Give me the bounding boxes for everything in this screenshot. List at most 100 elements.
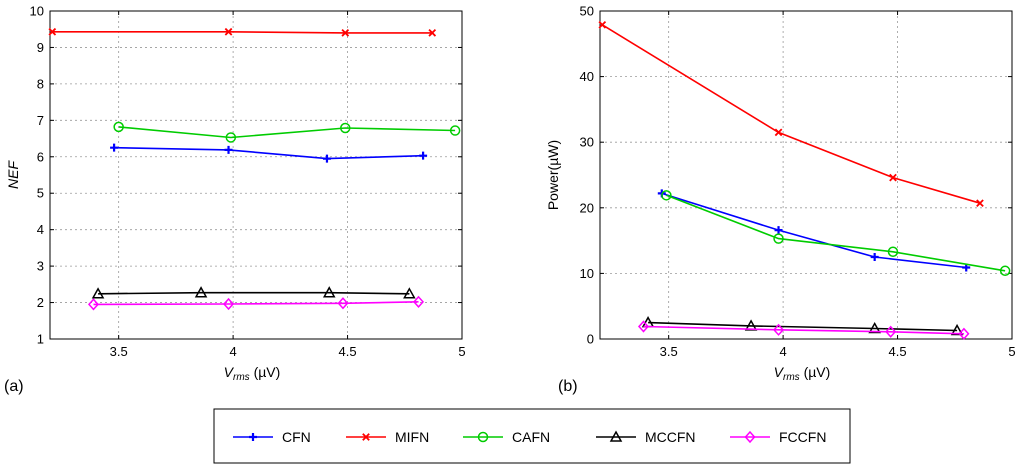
series-line-mccfn (648, 321, 958, 332)
series-fccfn (637, 320, 970, 340)
data-point-mccfn (194, 286, 208, 298)
legend-label: CFN (282, 429, 311, 445)
data-point-fccfn (413, 295, 425, 308)
legend-entry-fccfn: FCCFN (730, 429, 826, 445)
legend-entry-cfn: CFN (233, 429, 311, 445)
data-point-fccfn (223, 297, 235, 311)
y-tick-label: 40 (580, 69, 594, 84)
data-point-fccfn (885, 325, 897, 338)
y-tick-label: 20 (580, 200, 594, 215)
series-line-cfn (114, 146, 424, 160)
legend-marker (362, 433, 370, 441)
x-axis-label: Vrms (µV) (774, 364, 831, 383)
data-point-cfn (224, 145, 233, 154)
legend-label: MIFN (395, 429, 429, 445)
x-tick-label: 4 (229, 344, 236, 359)
legend-label: MCCFN (645, 429, 696, 445)
data-point-cafn (340, 122, 351, 134)
series-mifn (598, 20, 984, 208)
data-point-cafn (449, 125, 461, 136)
x-tick-label: 4.5 (339, 344, 357, 359)
data-point-fccfn (337, 297, 349, 310)
y-tick-label: 8 (37, 76, 44, 91)
y-axis-label: NEF (5, 160, 21, 189)
data-point-mccfn (91, 287, 105, 299)
series-fccfn (87, 295, 425, 311)
x-tick-label: 5 (458, 344, 465, 359)
series-mccfn (641, 316, 964, 336)
data-point-cfn (419, 151, 428, 160)
legend-marker (609, 430, 623, 442)
legend-box (213, 408, 851, 464)
x-tick-label: 3.5 (660, 344, 678, 359)
series-mccfn (91, 286, 416, 299)
legend-label: FCCFN (779, 429, 826, 445)
grid (50, 10, 463, 340)
panel-label: (b) (558, 378, 578, 395)
series-line-cafn (118, 126, 456, 139)
series-line-mifn (52, 30, 433, 34)
data-point-mifn (341, 29, 350, 37)
series-cafn (661, 190, 1011, 277)
y-tick-label: 0 (587, 332, 594, 347)
data-point-mccfn (950, 323, 964, 336)
y-tick-label: 3 (37, 259, 44, 274)
data-point-fccfn (87, 298, 99, 311)
series-cfn (110, 143, 428, 163)
series-line-mccfn (98, 291, 410, 295)
data-point-cafn (113, 121, 124, 133)
data-point-mifn (48, 27, 57, 36)
data-point-cfn (110, 143, 119, 152)
data-point-mifn (224, 27, 233, 36)
y-tick-label: 5 (37, 186, 44, 201)
data-point-mifn (976, 199, 984, 208)
data-point-cfn (774, 226, 783, 235)
data-point-fccfn (773, 323, 785, 336)
data-point-mifn (428, 29, 437, 37)
data-point-mifn (889, 173, 897, 182)
data-point-mccfn (403, 287, 416, 299)
x-tick-label: 4.5 (889, 344, 907, 359)
series-cafn (113, 121, 461, 143)
data-point-cfn (870, 253, 879, 261)
x-tick-label: 4 (779, 344, 786, 359)
data-point-cafn (225, 132, 237, 143)
y-tick-label: 2 (37, 295, 44, 310)
x-tick-label: 3.5 (110, 344, 128, 359)
series-line-cafn (666, 194, 1006, 272)
data-point-mccfn (322, 286, 336, 298)
legend-marker (477, 431, 489, 443)
data-point-cafn (773, 233, 784, 244)
series-cfn (657, 189, 971, 272)
y-tick-label: 6 (37, 149, 44, 164)
panel-a: 3.5 4 4.5 5 1 2 3 4 5 6 7 8 9 10 Vrms (µV) NEF (a) (4, 4, 466, 396)
y-tick-label: 9 (37, 40, 44, 55)
legend: CFN MIFN CAFN MCCFN FCCFN (213, 408, 851, 464)
x-tick-label: 5 (1008, 344, 1015, 359)
legend-entry-cafn: CAFN (463, 429, 550, 445)
y-tick-label: 10 (580, 266, 594, 281)
y-tick-label: 1 (37, 332, 44, 347)
axes-box (49, 10, 463, 340)
legend-entry-mccfn: MCCFN (596, 429, 696, 445)
panel-label: (a) (4, 378, 24, 395)
series-line-fccfn (93, 301, 419, 306)
data-point-mifn (598, 20, 607, 29)
y-tick-label: 10 (30, 4, 44, 19)
series-mifn (48, 27, 437, 37)
y-axis-label: Power(µW) (545, 140, 561, 210)
data-point-mccfn (868, 321, 881, 334)
data-point-fccfn (958, 327, 970, 340)
legend-label: CAFN (512, 429, 550, 445)
data-point-cafn (661, 190, 672, 201)
legend-marker (249, 433, 257, 441)
legend-marker (744, 430, 756, 444)
y-tick-label: 50 (580, 4, 594, 19)
axes-box (599, 10, 1013, 340)
series-line-fccfn (643, 325, 964, 335)
data-point-cafn (887, 246, 899, 258)
y-tick-label: 4 (37, 222, 44, 237)
series-line-mifn (601, 24, 981, 204)
y-tick-label: 30 (580, 135, 594, 150)
